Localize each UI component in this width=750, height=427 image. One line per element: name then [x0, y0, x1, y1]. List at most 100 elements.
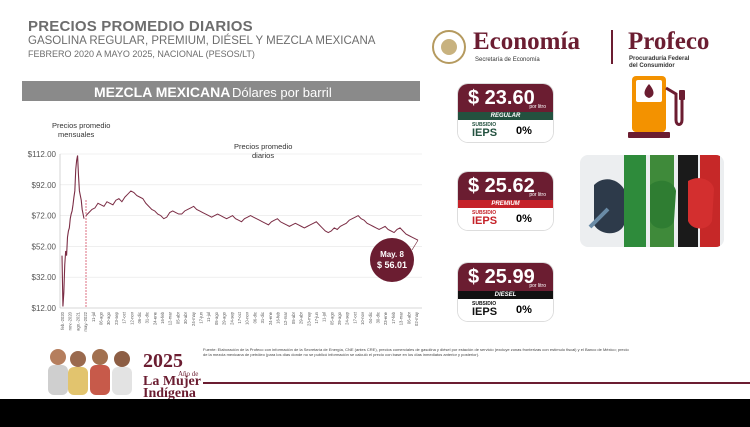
ieps-label: IEPS	[472, 127, 498, 139]
ieps-label: IEPS	[472, 215, 498, 227]
price-chart: $112.00 $92.00 $72.00 $52.00 $32.00 $12.00 Pre…	[28, 121, 422, 331]
x-tick-label: 16-feb	[160, 311, 165, 324]
profeco-logo-sub1: Procuraduría Federal	[629, 56, 690, 62]
x-tick-label: 04-dic	[368, 312, 373, 323]
chart-banner	[22, 81, 420, 101]
x-tick-label: 30-ago	[106, 311, 111, 325]
price-type: DIÉSEL	[458, 291, 553, 299]
banner-title: MEZCLA MEXICANA	[94, 84, 231, 100]
x-tick-label: 24-sep	[345, 311, 350, 324]
callout-date: May. 8	[380, 250, 404, 259]
women-illustration-icon	[48, 349, 132, 395]
price-unit: por litro	[529, 283, 546, 289]
x-tick-label: 17-oct	[122, 311, 127, 323]
fuel-pump-icon	[628, 76, 685, 138]
x-tick-label: 12-mar	[283, 311, 288, 325]
price-unit: por litro	[529, 104, 546, 110]
x-tick-label: 05-ago	[214, 311, 219, 325]
price-type: REGULAR	[458, 112, 553, 120]
x-tick-label: may.-2022	[83, 311, 88, 331]
x-tick-label: 02-may	[414, 311, 419, 326]
price-card-diesel: $ 25.99 por litro DIÉSEL SUBSIDIO IEPS 0…	[458, 263, 553, 321]
monthly-annotation: mensuales	[58, 130, 95, 139]
y-tick-label: $32.00	[32, 273, 57, 282]
x-tick-label: 29-abr	[299, 311, 304, 324]
callout-bubble	[370, 238, 414, 282]
x-tick-label: 24-ene	[152, 311, 157, 325]
footer-year: 2025	[143, 350, 183, 372]
x-tick-label: 11-jul	[91, 312, 96, 322]
x-tick-label: 24-sep	[229, 311, 234, 324]
x-tick-label: 23-sep	[114, 311, 119, 324]
economia-seal-icon	[432, 30, 466, 64]
x-tick-label: 05-abr	[291, 311, 296, 324]
footer-line2: Indígena	[143, 386, 196, 399]
x-tick-label: 12-nov	[129, 311, 134, 325]
price-card-premium: $ 25.62 por litro PREMIUM SUBSIDIO IEPS …	[458, 172, 553, 230]
x-tick-label: 17-oct	[352, 311, 357, 323]
economia-logo-sub: Secretaría de Economía	[475, 57, 540, 63]
x-tick-label: 11-jul	[322, 312, 327, 322]
callout-value: $ 56.01	[377, 260, 407, 270]
price-amount: $ 25.99	[468, 266, 535, 288]
callout-leader	[411, 240, 419, 251]
x-tick-label: nov.-2020	[68, 311, 73, 330]
monthly-series-line	[61, 155, 85, 307]
x-tick-label: 29-ago	[222, 311, 227, 325]
slide: PRECIOS PROMEDIO DIARIOS GASOLINA REGULA…	[0, 0, 750, 399]
x-tick-label: 10-nov	[245, 311, 250, 325]
subsidio-label: SUBSIDIO	[472, 301, 497, 307]
x-tick-label: 16-feb	[275, 311, 280, 324]
ieps-label: IEPS	[472, 306, 498, 318]
x-tick-label: 31-dic	[260, 312, 265, 323]
ieps-percent: 0%	[516, 125, 532, 137]
page-title: PRECIOS PROMEDIO DIARIOS	[28, 18, 253, 35]
price-amount: $ 25.62	[468, 175, 535, 197]
fuel-nozzles-icon	[580, 155, 724, 247]
y-tick-label: $12.00	[32, 304, 57, 313]
x-tick-label: 05-ago	[329, 311, 334, 325]
x-tick-label: 13-mar	[399, 311, 404, 325]
profeco-logo-sub2: del Consumidor	[629, 63, 675, 69]
economia-logo: Economía	[473, 28, 580, 55]
x-tick-label: 23-ene	[383, 311, 388, 325]
y-tick-label: $112.00	[28, 150, 57, 159]
daily-annotation: diarios	[252, 151, 274, 160]
x-tick-label: 17-jun	[199, 311, 204, 323]
page-subtitle: GASOLINA REGULAR, PREMIUM, DIÉSEL Y MEZC…	[28, 35, 376, 47]
x-tick-label: 17-jun	[314, 311, 319, 323]
subsidio-label: SUBSIDIO	[472, 122, 497, 128]
x-tick-label: 24-may	[191, 311, 196, 326]
x-tick-label: 23-may	[306, 311, 311, 326]
logo-divider	[611, 30, 613, 64]
footer-line1: La Mujer	[143, 374, 201, 389]
source-footnote: Fuente: Elaboración de la Profeco con in…	[203, 347, 629, 357]
bottom-band	[0, 399, 750, 427]
x-tick-label: 06-abr	[406, 311, 411, 324]
x-tick-label: 24-ene	[268, 311, 273, 325]
ieps-percent: 0%	[516, 213, 532, 225]
monthly-annotation: Precios promedio	[52, 121, 110, 130]
daily-series-line	[85, 190, 419, 241]
price-amount: $ 23.60	[468, 87, 535, 109]
x-tick-label: 06-ago	[98, 311, 103, 325]
x-tick-label: 17-oct	[237, 311, 242, 323]
subsidio-label: SUBSIDIO	[472, 210, 497, 216]
x-tick-label: 30-dic	[376, 312, 381, 323]
ieps-percent: 0%	[516, 304, 532, 316]
x-tick-label: 31-dic	[145, 312, 150, 323]
page-period: FEBRERO 2020 A MAYO 2025, NACIONAL (PESO…	[28, 49, 255, 59]
x-tick-label: 12-mar	[168, 311, 173, 325]
x-tick-label: 30-abr	[183, 311, 188, 324]
x-tick-label: 05-abr	[175, 311, 180, 324]
footer-year-sub: Año de	[178, 370, 199, 378]
x-tick-label: 06-dic	[137, 312, 142, 323]
price-unit: por litro	[529, 192, 546, 198]
price-card-regular: $ 23.60 por litro REGULAR SUBSIDIO IEPS …	[458, 84, 553, 142]
price-type: PREMIUM	[458, 200, 553, 208]
y-tick-label: $92.00	[32, 181, 57, 190]
x-tick-label: 29-ago	[337, 311, 342, 325]
profeco-logo: Profeco	[628, 28, 710, 55]
x-tick-label: 17-feb	[391, 311, 396, 324]
x-tick-label: feb.-2020	[60, 311, 65, 329]
